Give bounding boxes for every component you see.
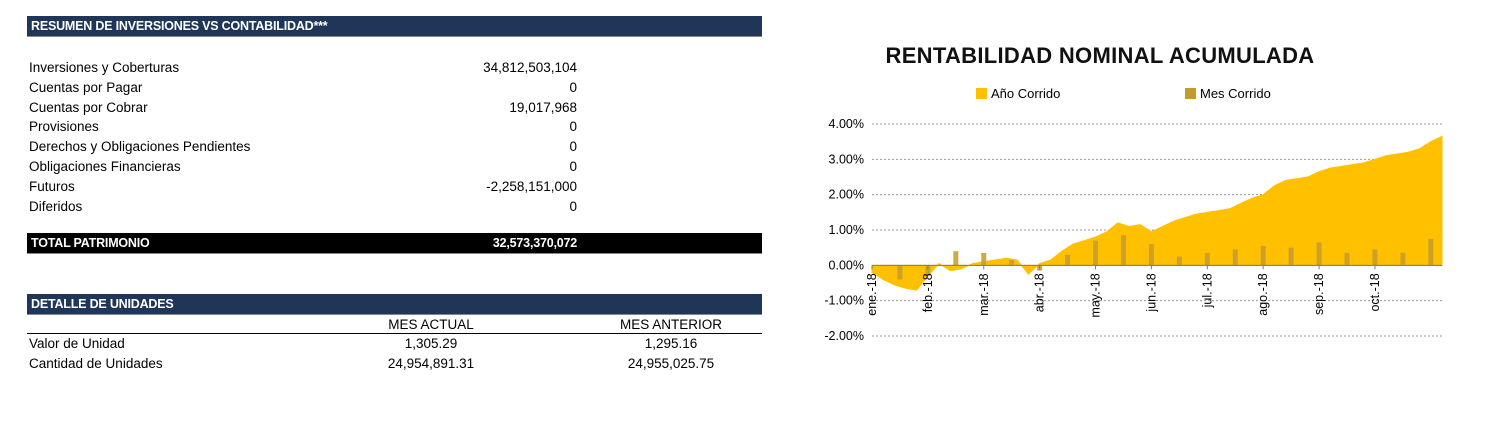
legend-item-ano-corrido: Año Corrido — [976, 86, 1060, 101]
units-row-previous: 24,955,025.75 — [627, 356, 715, 372]
row-value: 34,812,503,104 — [483, 60, 577, 75]
x-tick-label: sep.-18 — [1312, 273, 1326, 315]
x-tick-label: oct.-18 — [1368, 273, 1382, 311]
row-value: 19,017,968 — [509, 99, 577, 115]
summary-row: Inversiones y Coberturas 34,812,503,104 — [27, 58, 762, 78]
x-tick-label: abr.-18 — [1033, 273, 1047, 312]
summary-row: Obligaciones Financieras 0 — [27, 157, 762, 177]
row-label: Cuentas por Cobrar — [29, 99, 148, 115]
row-value: 0 — [569, 158, 577, 174]
y-tick-label: 0.00% — [829, 258, 864, 272]
bar-mes-corrido — [925, 265, 931, 276]
row-label: Futuros — [29, 178, 75, 194]
bar-mes-corrido — [1204, 252, 1210, 266]
units-row-label: Cantidad de Unidades — [29, 356, 163, 372]
row-label: Diferidos — [29, 198, 83, 214]
x-tick-label: jul.-18 — [1200, 273, 1214, 308]
summary-row: Futuros -2,258,151,000 — [27, 177, 762, 197]
bar-mes-corrido — [1428, 238, 1434, 266]
x-tick-label: may.-18 — [1089, 273, 1103, 317]
investment-summary: RESUMEN DE INVERSIONES VS CONTABILIDAD**… — [27, 16, 762, 374]
units-detail: DETALLE DE UNIDADES MES ACTUAL MES ANTER… — [27, 294, 762, 374]
row-label: Derechos y Obligaciones Pendientes — [29, 139, 251, 155]
units-row: Valor de Unidad 1,305.29 1,295.16 — [27, 334, 762, 354]
summary-rows: Inversiones y Coberturas 34,812,503,104 C… — [27, 58, 762, 216]
units-header: DETALLE DE UNIDADES — [27, 294, 762, 316]
legend-swatch-mes-corrido — [1185, 88, 1196, 99]
row-label: Obligaciones Financieras — [29, 158, 181, 174]
bar-mes-corrido — [1148, 244, 1154, 266]
x-tick-label: ene.-18 — [865, 273, 879, 315]
x-tick-label: ago.-18 — [1256, 273, 1270, 315]
bar-mes-corrido — [1372, 249, 1378, 266]
y-tick-label: 4.00% — [829, 117, 864, 131]
bar-mes-corrido — [1400, 252, 1406, 266]
bar-mes-corrido — [981, 252, 987, 266]
y-tick-label: -2.00% — [824, 329, 864, 343]
bar-mes-corrido — [897, 265, 903, 280]
y-tick-label: 3.00% — [829, 152, 864, 166]
row-value: 0 — [569, 79, 577, 95]
y-tick-label: 2.00% — [829, 188, 864, 202]
bar-mes-corrido — [953, 251, 959, 266]
row-label: Provisiones — [29, 119, 99, 135]
chart-title: RENTABILIDAD NOMINAL ACUMULADA — [885, 43, 1315, 68]
legend-label: Mes Corrido — [1200, 86, 1271, 101]
bar-mes-corrido — [1065, 254, 1071, 266]
row-label: Cuentas por Pagar — [29, 79, 143, 95]
row-value: 0 — [569, 119, 577, 135]
total-equity-bar: TOTAL PATRIMONIO 32,573,370,072 — [27, 233, 762, 255]
bar-mes-corrido — [1120, 235, 1126, 266]
row-label: Inversiones y Coberturas — [29, 60, 180, 75]
bar-mes-corrido — [1009, 260, 1015, 266]
y-tick-label: -1.00% — [824, 294, 864, 308]
x-tick-label: jun.-18 — [1144, 273, 1158, 312]
summary-row: Diferidos 0 — [27, 197, 762, 217]
legend-item-mes-corrido: Mes Corrido — [1185, 86, 1271, 101]
legend-swatch-ano-corrido — [976, 88, 987, 99]
y-tick-label: 1.00% — [829, 223, 864, 237]
bar-mes-corrido — [1344, 252, 1350, 266]
row-value: 0 — [569, 139, 577, 155]
row-value: 0 — [569, 198, 577, 214]
units-column-headers: MES ACTUAL MES ANTERIOR — [27, 315, 762, 335]
legend-label: Año Corrido — [991, 86, 1061, 101]
units-row-current: 24,954,891.31 — [387, 356, 475, 372]
units-row: Cantidad de Unidades 24,954,891.31 24,95… — [27, 354, 762, 374]
total-label: TOTAL PATRIMONIO — [31, 236, 150, 251]
series-area-ano-corrido — [871, 135, 1443, 291]
summary-header: RESUMEN DE INVERSIONES VS CONTABILIDAD**… — [27, 16, 762, 37]
bar-mes-corrido — [1316, 242, 1322, 266]
summary-row: Cuentas por Cobrar 19,017,968 — [27, 98, 762, 118]
summary-row: Cuentas por Pagar 0 — [27, 78, 762, 98]
col-previous: MES ANTERIOR — [619, 317, 722, 333]
col-current: MES ACTUAL — [388, 317, 474, 333]
units-row-label: Valor de Unidad — [29, 336, 125, 352]
total-value: 32,573,370,072 — [492, 236, 577, 251]
units-row-current: 1,305.29 — [404, 336, 458, 352]
bar-mes-corrido — [1176, 256, 1182, 266]
bar-mes-corrido — [1232, 249, 1238, 266]
x-tick-label: mar.-18 — [977, 273, 991, 315]
units-row-previous: 1,295.16 — [644, 336, 698, 352]
cumulative-return-chart: 4.00% 3.00% 2.00% 1.00% 0.00% -1.00% -2.00%ene… — [824, 117, 1443, 343]
x-tick-label: feb.-18 — [921, 273, 935, 312]
bar-mes-corrido — [1260, 245, 1266, 266]
bar-mes-corrido — [1288, 247, 1294, 266]
bar-mes-corrido — [1093, 240, 1099, 266]
summary-row: Derechos y Obligaciones Pendientes 0 — [27, 137, 762, 157]
row-value: -2,258,151,000 — [486, 178, 577, 194]
summary-row: Provisiones 0 — [27, 117, 762, 137]
